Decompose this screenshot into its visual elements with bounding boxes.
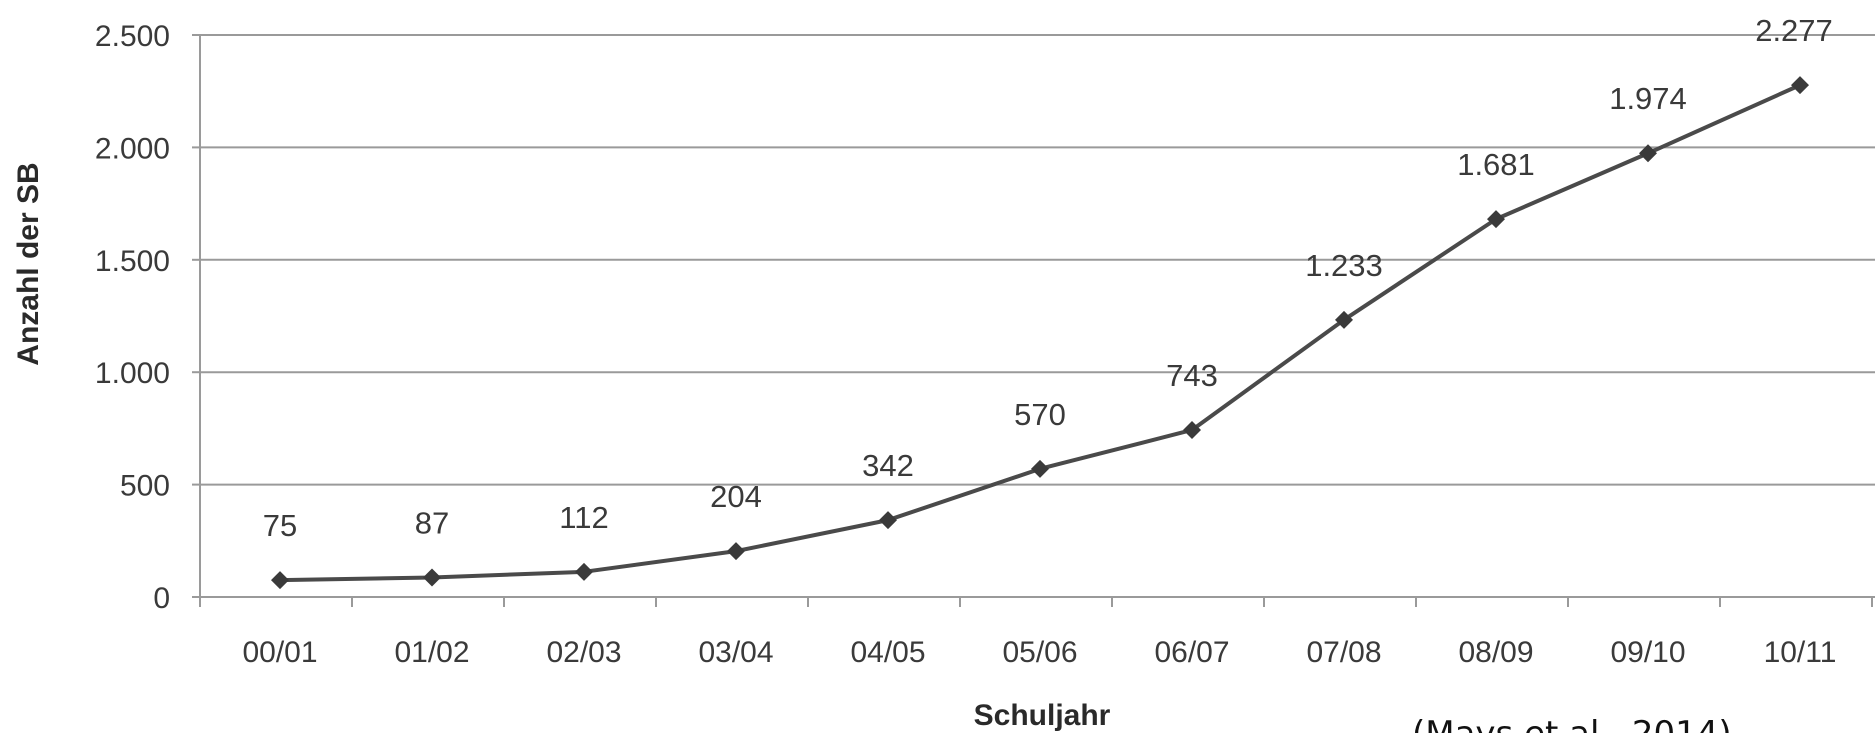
y-tick-label: 2.000 (95, 132, 170, 165)
data-point-marker (271, 571, 289, 590)
data-label: 87 (415, 505, 449, 540)
data-point-marker (1335, 310, 1353, 329)
data-label: 112 (559, 500, 608, 535)
data-point-marker (575, 562, 593, 581)
data-point-marker (727, 542, 745, 561)
data-label: 1.233 (1305, 248, 1383, 283)
data-label: 1.974 (1609, 81, 1687, 116)
y-tick-label: 0 (153, 582, 170, 615)
data-point-marker (879, 511, 897, 530)
data-label: 342 (862, 448, 914, 483)
data-point-marker (1791, 76, 1809, 95)
data-label: 75 (263, 508, 297, 543)
data-label: 2.277 (1755, 13, 1833, 48)
y-tick-label: 1.500 (95, 245, 170, 278)
x-tick-label: 09/10 (1610, 636, 1685, 669)
series-line (279, 83, 1801, 583)
data-point-marker (1031, 459, 1049, 478)
y-tick-label: 2.500 (95, 20, 170, 53)
data-label: 570 (1014, 397, 1066, 432)
y-tick-label: 1.000 (95, 357, 170, 390)
y-tick-label: 500 (120, 470, 170, 503)
y-axis-title: Anzahl der SB (12, 162, 45, 365)
x-tick-label: 05/06 (1002, 636, 1077, 669)
x-axis-title: Schuljahr (974, 699, 1111, 732)
x-tick-label: 03/04 (698, 636, 773, 669)
data-point-marker (423, 568, 441, 587)
data-label: 743 (1166, 358, 1218, 393)
x-tick-label: 07/08 (1306, 636, 1381, 669)
x-tick-label: 10/11 (1764, 636, 1837, 669)
x-tick-label: 00/01 (242, 636, 317, 669)
data-labels: 75 87 112 204 342 570 743 1.233 1.681 1.974 2.277 (263, 13, 1833, 543)
data-point-marker (1639, 144, 1657, 163)
y-axis-ticks: 0 500 1.000 1.500 2.000 2.500 (95, 20, 200, 615)
x-axis-ticks: 00/01 01/02 02/03 03/04 04/05 05/06 06/07 07/08… (242, 636, 1836, 669)
x-tick-label: 08/09 (1458, 636, 1533, 669)
source-citation: (Mays et al., 2014) (1412, 714, 1732, 733)
data-point-marker (1487, 210, 1505, 229)
data-point-marker (1183, 420, 1201, 439)
data-label: 204 (710, 479, 762, 514)
x-tick-label: 01/02 (394, 636, 469, 669)
x-tick-label: 02/03 (546, 636, 621, 669)
x-axis (199, 35, 1875, 607)
grid-lines (200, 34, 1875, 486)
data-label: 1.681 (1457, 147, 1535, 182)
x-tick-label: 06/07 (1154, 636, 1229, 669)
x-tick-label: 04/05 (850, 636, 925, 669)
data-series (271, 76, 1809, 590)
